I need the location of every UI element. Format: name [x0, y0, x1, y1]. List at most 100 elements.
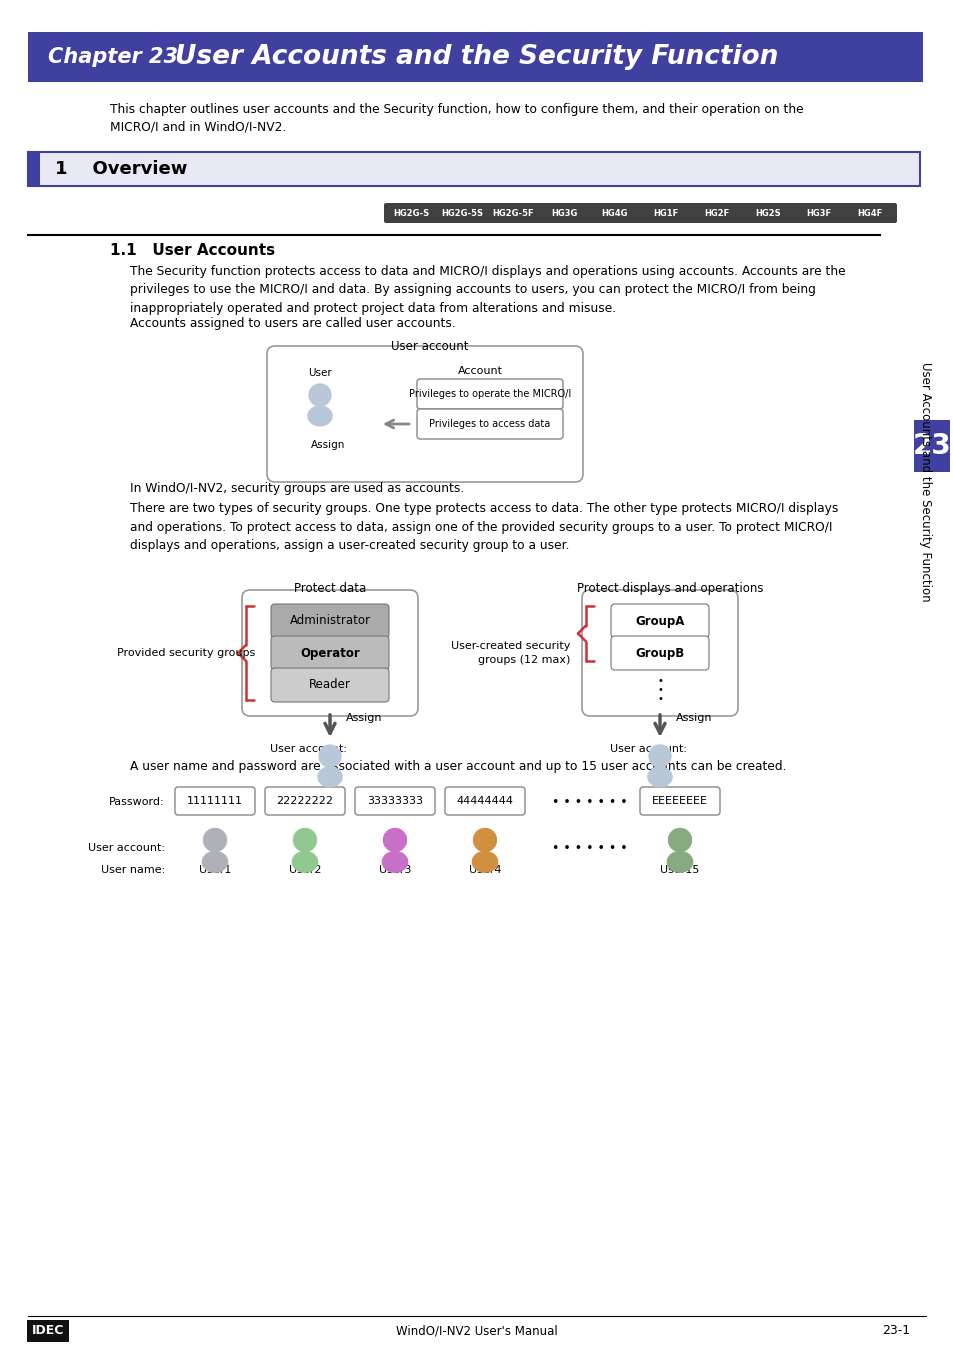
FancyBboxPatch shape [384, 202, 437, 223]
Text: Reader: Reader [309, 679, 351, 691]
Text: Password:: Password: [110, 796, 165, 807]
FancyBboxPatch shape [28, 32, 923, 82]
Circle shape [383, 829, 406, 852]
Text: User: User [308, 369, 332, 378]
Circle shape [473, 829, 496, 852]
Text: User Accounts and the Security Function: User Accounts and the Security Function [918, 362, 931, 602]
Text: In WindO/I-NV2, security groups are used as accounts.: In WindO/I-NV2, security groups are used… [130, 482, 464, 495]
FancyBboxPatch shape [435, 202, 489, 223]
Circle shape [309, 383, 331, 406]
FancyBboxPatch shape [271, 603, 389, 639]
Ellipse shape [317, 767, 342, 787]
FancyBboxPatch shape [28, 153, 40, 186]
Text: User account:: User account: [609, 744, 686, 755]
Text: 23-1: 23-1 [881, 1324, 909, 1338]
Text: HG3F: HG3F [805, 208, 831, 217]
FancyBboxPatch shape [639, 202, 692, 223]
Text: 22222222: 22222222 [276, 796, 334, 806]
Text: HG2G-5F: HG2G-5F [492, 208, 534, 217]
Text: Assign: Assign [346, 713, 382, 724]
Text: WindO/I-NV2 User's Manual: WindO/I-NV2 User's Manual [395, 1324, 558, 1338]
Text: Privileges to access data: Privileges to access data [429, 418, 550, 429]
Text: User2: User2 [289, 865, 321, 875]
FancyBboxPatch shape [610, 636, 708, 670]
Text: Provided security groups: Provided security groups [117, 648, 254, 657]
FancyBboxPatch shape [581, 590, 738, 716]
Ellipse shape [308, 406, 332, 425]
Text: GroupA: GroupA [635, 614, 684, 628]
Text: Account: Account [457, 366, 502, 377]
FancyBboxPatch shape [587, 202, 641, 223]
Text: HG2G-S: HG2G-S [393, 208, 429, 217]
FancyBboxPatch shape [639, 787, 720, 815]
FancyBboxPatch shape [267, 346, 582, 482]
Text: EEEEEEEE: EEEEEEEE [651, 796, 707, 806]
Text: User name:: User name: [101, 865, 165, 875]
Text: 1    Overview: 1 Overview [55, 161, 187, 178]
Text: HG4G: HG4G [601, 208, 628, 217]
Circle shape [668, 829, 691, 852]
FancyBboxPatch shape [271, 668, 389, 702]
Text: Protect data: Protect data [294, 582, 366, 595]
Text: There are two types of security groups. One type protects access to data. The ot: There are two types of security groups. … [130, 502, 838, 552]
FancyBboxPatch shape [740, 202, 794, 223]
Text: User account:: User account: [270, 744, 347, 755]
Text: Administrator: Administrator [289, 614, 370, 628]
FancyBboxPatch shape [27, 1320, 69, 1342]
Text: IDEC: IDEC [31, 1324, 64, 1338]
FancyBboxPatch shape [537, 202, 590, 223]
Text: 44444444: 44444444 [456, 796, 513, 806]
Text: HG3G: HG3G [550, 208, 577, 217]
Text: GroupB: GroupB [635, 647, 684, 660]
FancyBboxPatch shape [28, 153, 919, 186]
Text: The Security function protects access to data and MICRO/I displays and operation: The Security function protects access to… [130, 265, 844, 315]
FancyBboxPatch shape [265, 787, 345, 815]
Ellipse shape [472, 852, 497, 872]
Text: Operator: Operator [300, 647, 359, 660]
Text: User3: User3 [378, 865, 411, 875]
Ellipse shape [202, 852, 228, 872]
Text: Chapter 23: Chapter 23 [48, 47, 178, 68]
FancyBboxPatch shape [791, 202, 845, 223]
Ellipse shape [382, 852, 407, 872]
Text: A user name and password are associated with a user account and up to 15 user ac: A user name and password are associated … [130, 760, 785, 774]
Text: HG2G-5S: HG2G-5S [440, 208, 482, 217]
FancyBboxPatch shape [444, 787, 524, 815]
Text: User15: User15 [659, 865, 699, 875]
Text: Privileges to operate the MICRO/I: Privileges to operate the MICRO/I [409, 389, 571, 400]
Text: User account:: User account: [88, 842, 165, 853]
Text: 33333333: 33333333 [367, 796, 422, 806]
FancyBboxPatch shape [842, 202, 896, 223]
Text: Assign: Assign [311, 440, 345, 450]
Text: Assign: Assign [676, 713, 712, 724]
Circle shape [203, 829, 226, 852]
FancyBboxPatch shape [242, 590, 417, 716]
Text: Accounts assigned to users are called user accounts.: Accounts assigned to users are called us… [130, 317, 456, 329]
Text: 1.1   User Accounts: 1.1 User Accounts [110, 243, 274, 258]
FancyBboxPatch shape [485, 202, 539, 223]
Text: User-created security
groups (12 max): User-created security groups (12 max) [450, 641, 569, 664]
Text: User4: User4 [468, 865, 500, 875]
Text: 23: 23 [912, 432, 950, 460]
Text: HG2S: HG2S [755, 208, 780, 217]
FancyBboxPatch shape [174, 787, 254, 815]
Text: User1: User1 [198, 865, 231, 875]
FancyBboxPatch shape [416, 409, 562, 439]
Text: • • • • • • •: • • • • • • • [552, 795, 627, 809]
Circle shape [318, 745, 340, 767]
Text: User account: User account [391, 340, 468, 352]
Ellipse shape [292, 852, 317, 872]
Circle shape [294, 829, 316, 852]
Text: HG2F: HG2F [703, 208, 729, 217]
Text: 11111111: 11111111 [187, 796, 243, 806]
FancyBboxPatch shape [355, 787, 435, 815]
FancyBboxPatch shape [913, 420, 949, 472]
FancyBboxPatch shape [271, 636, 389, 670]
FancyBboxPatch shape [689, 202, 743, 223]
Text: •
•
•: • • • [657, 676, 662, 705]
Text: This chapter outlines user accounts and the Security function, how to configure : This chapter outlines user accounts and … [110, 103, 802, 134]
FancyBboxPatch shape [416, 379, 562, 409]
Text: Protect displays and operations: Protect displays and operations [577, 582, 762, 595]
Ellipse shape [667, 852, 692, 872]
Text: HG4F: HG4F [857, 208, 882, 217]
